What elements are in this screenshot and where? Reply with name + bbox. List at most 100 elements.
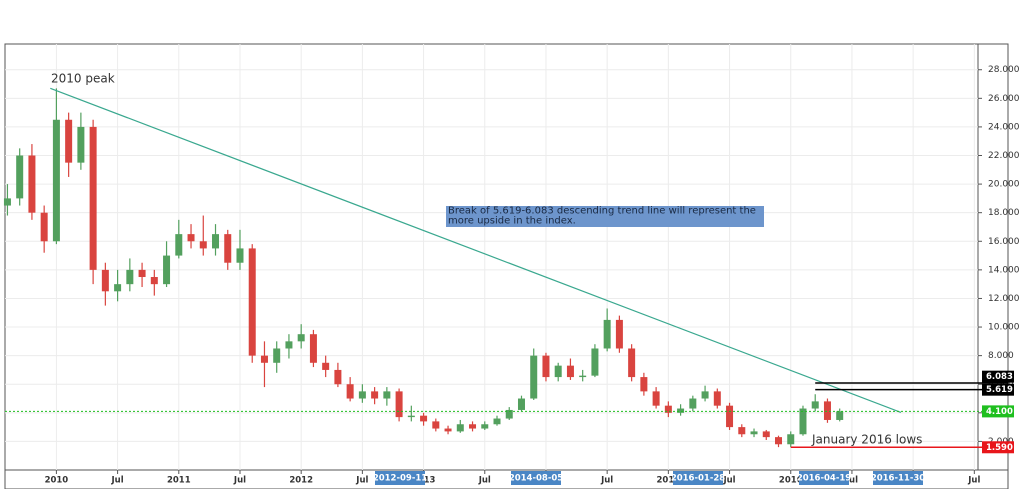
candle-body (701, 391, 709, 399)
candle-body (260, 355, 268, 363)
x-tick-label: Jul (111, 476, 124, 486)
annotation: 2010 peak (51, 72, 115, 86)
y-tick-label: 8.000 (988, 351, 1014, 361)
price-label-box (982, 405, 1014, 418)
candle-body (273, 348, 281, 363)
time-marker: 2014-08-05 (509, 474, 563, 484)
candle-body (750, 431, 758, 435)
candle-body (77, 126, 85, 163)
candle-body (823, 401, 831, 420)
y-tick-label: 26.000 (988, 94, 1020, 104)
y-tick-label: 18.000 (988, 208, 1020, 218)
candle-body (591, 348, 599, 376)
price-label-box (982, 370, 1014, 383)
candle-body (628, 348, 636, 378)
candle-body (150, 277, 158, 285)
candle-body (469, 424, 477, 429)
candle-body (163, 255, 171, 285)
candle-body (615, 319, 623, 349)
trend-line (50, 87, 902, 413)
y-tick-label: 20.000 (988, 180, 1020, 190)
candle-body (285, 341, 293, 349)
candle-body (811, 401, 819, 409)
x-tick-label: 2015 (657, 476, 681, 486)
time-marker-box (873, 471, 923, 485)
candle-body (799, 408, 807, 435)
candle-body (358, 391, 366, 399)
time-marker-box (799, 471, 849, 485)
candle-body (346, 384, 354, 399)
candle-body (395, 391, 403, 418)
note-line: Break of 5.619-6.083 descending trend li… (448, 205, 756, 216)
x-tick-label: 2010 (45, 476, 69, 486)
candle-body (493, 418, 501, 425)
grid: 2.0004.0006.0008.00010.00012.00014.00016… (5, 44, 1020, 486)
x-tick-label: Jul (967, 476, 980, 486)
y-tick-label: 24.000 (988, 122, 1020, 132)
x-tick-label: 2016 (779, 476, 803, 486)
candle-body (652, 391, 660, 406)
candle-body (530, 355, 538, 399)
candle-body (52, 119, 60, 242)
x-tick-label: Jul (355, 476, 368, 486)
candle-body (297, 334, 305, 342)
time-marker: 2016-01-28 (671, 474, 725, 484)
time-marker-box (511, 471, 561, 485)
candle-body (187, 234, 195, 242)
price-label: 6.083 (986, 372, 1013, 382)
candle-body (3, 198, 11, 206)
candle-body (579, 375, 587, 378)
price-label: 4.100 (986, 407, 1013, 417)
candle-body (138, 269, 146, 278)
candle-body (322, 362, 330, 370)
frame (4, 43, 1009, 489)
y-tick-label: 16.000 (988, 237, 1020, 247)
price-label-box (982, 441, 1014, 454)
candle-body (420, 415, 428, 422)
candle-body (738, 427, 746, 435)
candle-body (689, 398, 697, 409)
candle-body (726, 405, 734, 428)
y-tick-label: 22.000 (988, 151, 1020, 161)
candle-body (65, 119, 73, 163)
candle-body (16, 155, 24, 199)
candle-body (432, 421, 440, 429)
y-tick-label: 12.000 (988, 294, 1020, 304)
candle-body (371, 391, 379, 399)
candle-body (664, 405, 672, 413)
time-marker: 2016-04-19 (797, 474, 851, 484)
candle-body (566, 365, 574, 378)
candle-body (28, 155, 36, 213)
time-marker: 2012-09-11 (373, 474, 427, 484)
candle-body (603, 319, 611, 349)
candle-body (309, 334, 317, 363)
candle-body (481, 424, 489, 429)
candle-body (554, 365, 562, 378)
time-marker-box (673, 471, 723, 485)
candles (3, 88, 844, 448)
candle-body (762, 431, 770, 438)
x-tick-label: Jul (478, 476, 491, 486)
candle-body (505, 409, 513, 419)
candle-body (787, 434, 795, 445)
candle-body (836, 411, 844, 420)
candle-body (89, 126, 97, 270)
candle-body (248, 248, 256, 356)
y-tick-label: 28.000 (988, 65, 1020, 75)
candle-body (236, 248, 244, 263)
candle-body (775, 437, 783, 445)
candle-body (713, 391, 721, 406)
candle-body (224, 234, 232, 263)
candle-body (517, 398, 525, 410)
candle-body (640, 377, 648, 392)
note-box (446, 206, 764, 227)
annotation: January 2016 lows (811, 433, 922, 447)
y-tick-label: 10.000 (988, 323, 1020, 333)
price-label: 5.619 (986, 385, 1013, 395)
candle-body (126, 269, 134, 285)
price-label: 1.590 (986, 443, 1013, 453)
x-tick-label: 2011 (167, 476, 191, 486)
candle-body (444, 428, 452, 432)
candle-body (114, 284, 122, 292)
